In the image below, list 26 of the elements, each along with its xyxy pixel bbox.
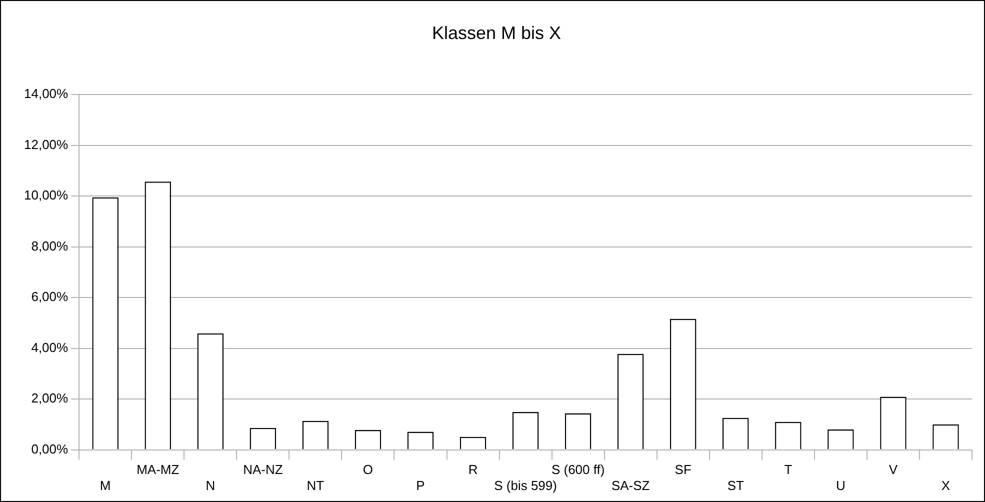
x-tick-label: T <box>784 462 792 478</box>
y-tick-label: 6,00% <box>31 289 69 304</box>
chart-title: Klassen M bis X <box>432 22 562 43</box>
x-tick-label: MA-MZ <box>136 462 180 478</box>
y-tick-label: 0,00% <box>31 441 69 456</box>
x-tick-label: SA-SZ <box>611 478 650 493</box>
x-tick-label: P <box>416 478 425 493</box>
x-tick-label: R <box>468 462 478 478</box>
y-tick-label: 2,00% <box>31 390 69 406</box>
x-tick-label: O <box>362 462 374 478</box>
x-tick-label: S (600 ff) <box>551 462 605 478</box>
y-tick-label: 4,00% <box>31 340 69 355</box>
y-tick-label: 14,00% <box>24 86 69 102</box>
y-tick-label: 10,00% <box>24 188 69 203</box>
x-tick-label: N <box>206 478 216 493</box>
x-tick-label: ST <box>727 478 744 493</box>
y-tick-label: 8,00% <box>31 238 69 254</box>
x-tick-label: X <box>941 478 950 493</box>
x-tick-label: V <box>888 462 898 478</box>
x-tick-label: NA-NZ <box>243 462 283 478</box>
x-tick-label: NT <box>306 478 324 493</box>
x-tick-label: U <box>836 478 846 493</box>
x-tick-label: S (bis 599) <box>494 478 557 493</box>
y-tick-label: 12,00% <box>24 136 69 152</box>
x-tick-label: SF <box>674 462 692 478</box>
x-tick-label: M <box>100 478 111 493</box>
